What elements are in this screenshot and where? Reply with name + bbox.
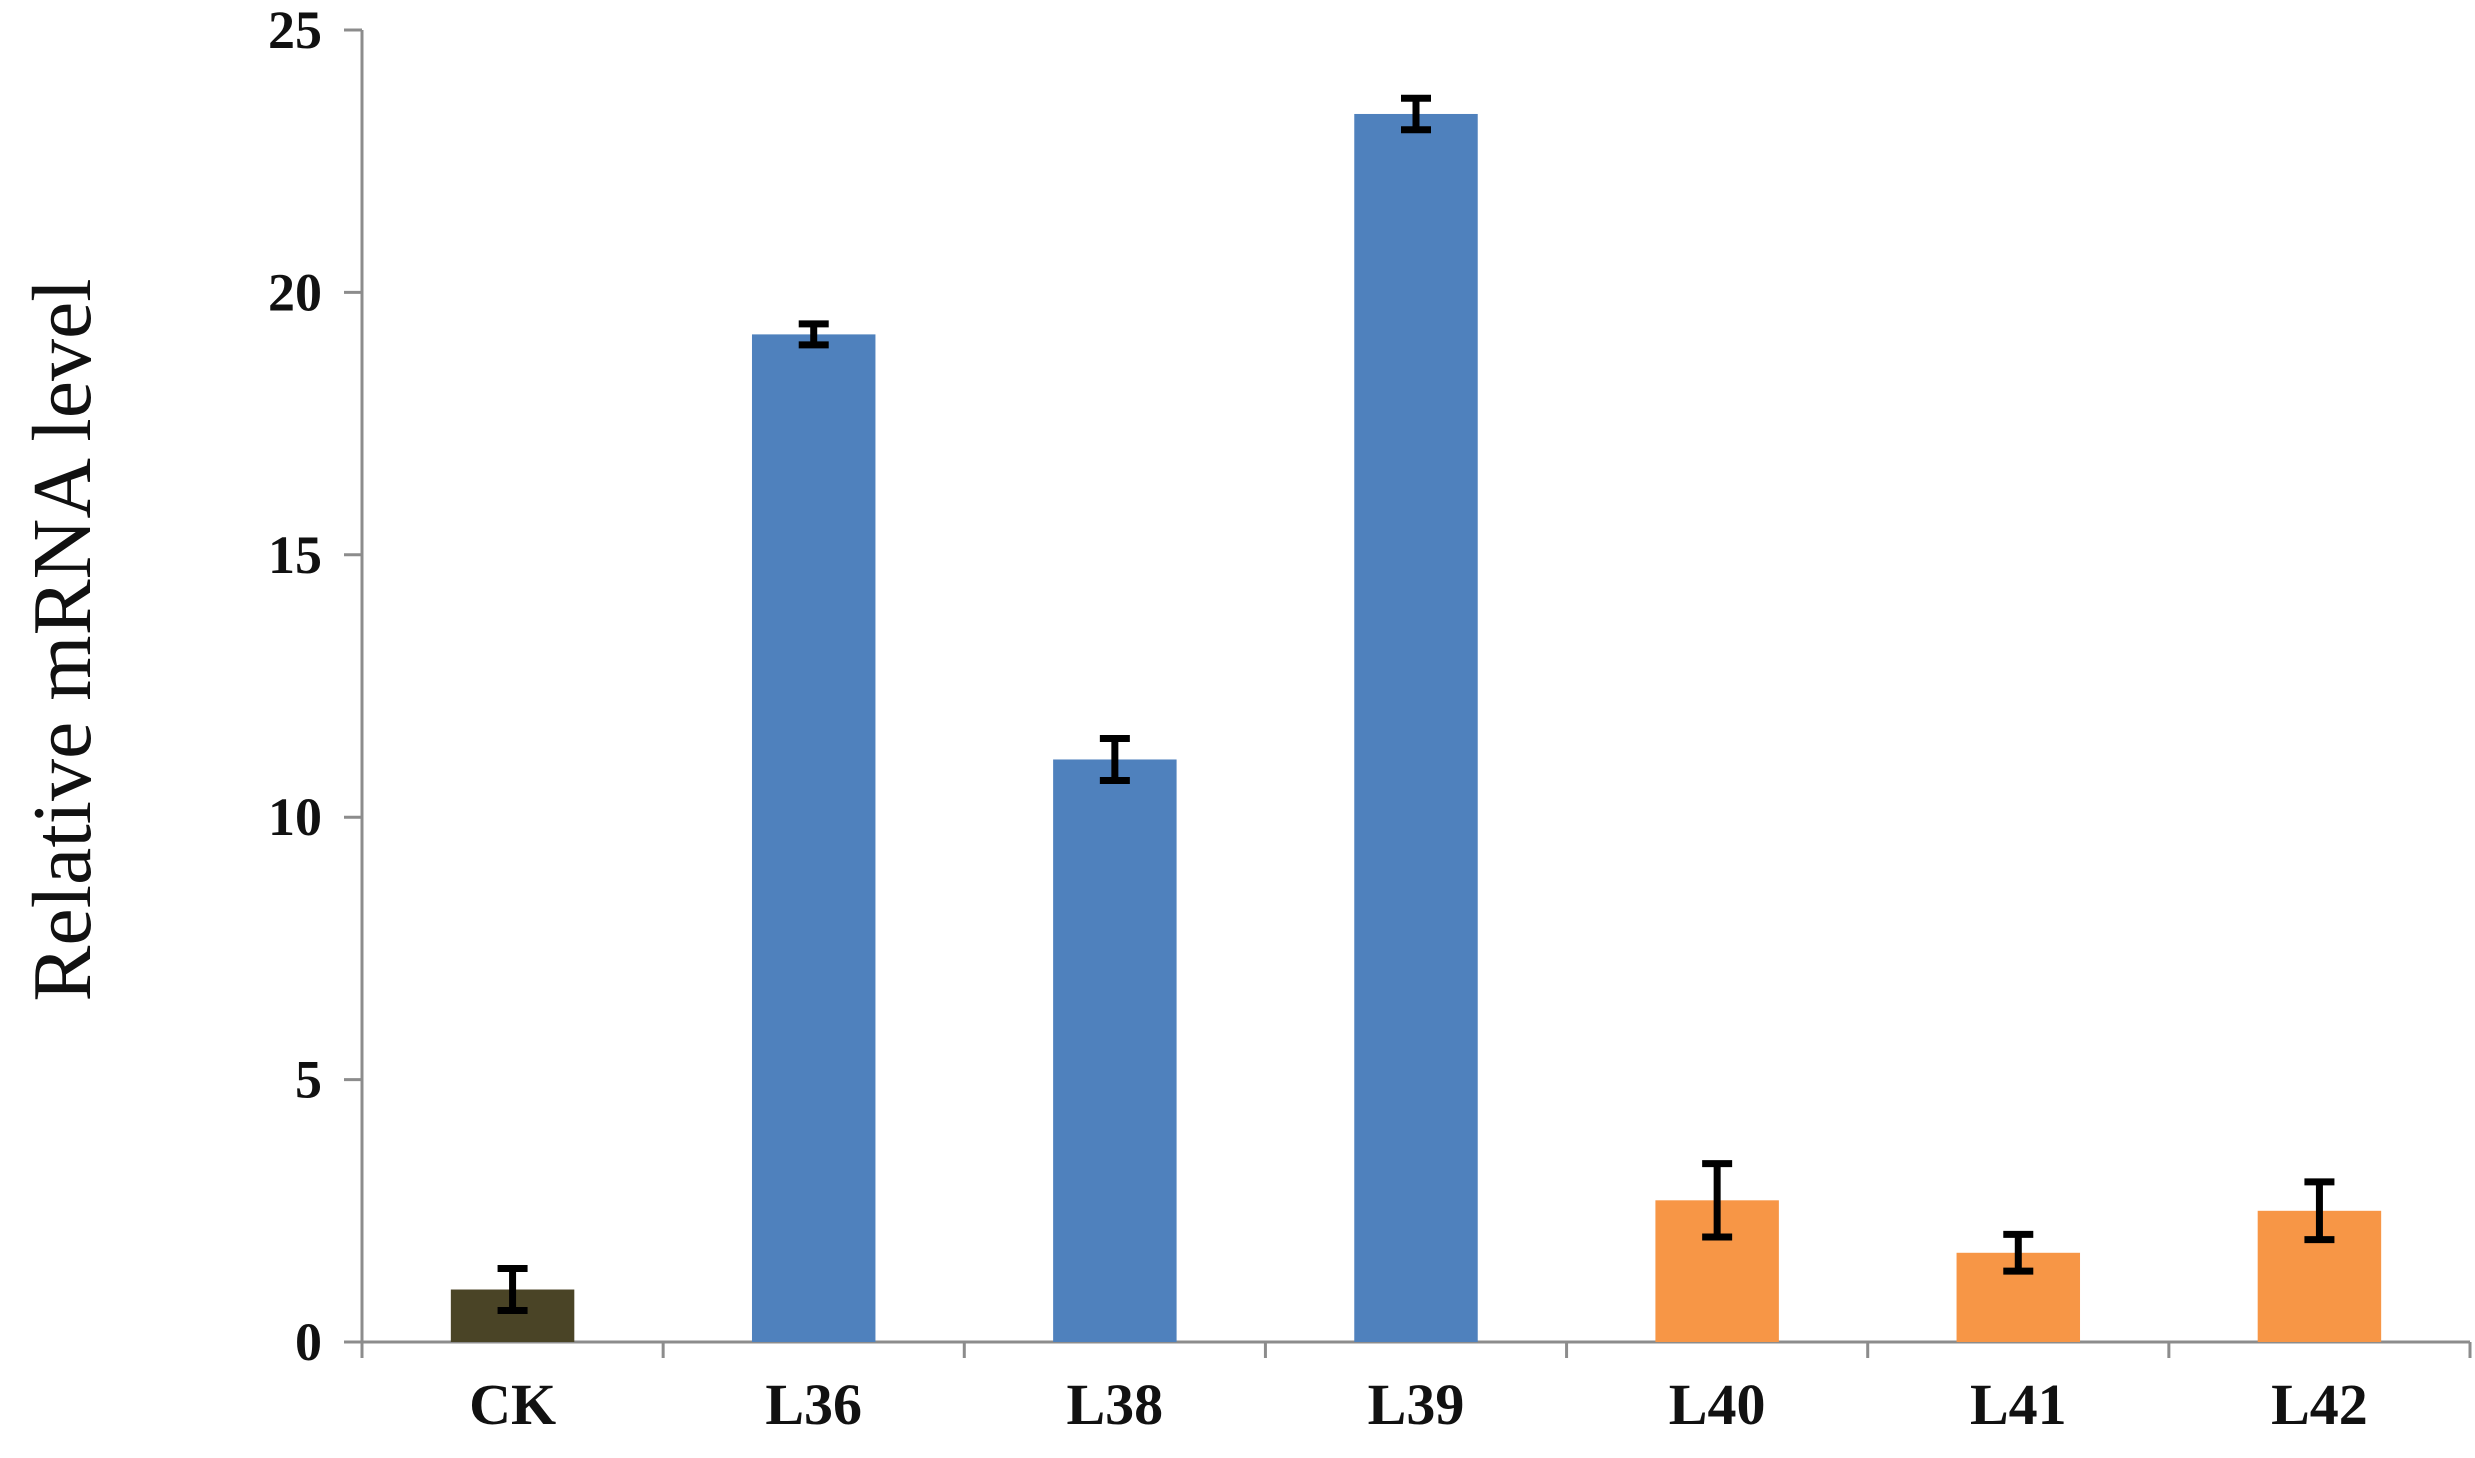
x-axis: CK L36 L38 L39 L40 L41 L42 <box>360 1340 2472 1437</box>
x-tick-label-l40: L40 <box>1669 1372 1766 1437</box>
error-bar-l42 <box>2304 1178 2335 1244</box>
y-tick-label: 20 <box>268 262 322 322</box>
bars <box>450 113 2382 1342</box>
error-bar-ck <box>497 1265 528 1315</box>
error-bar-l38 <box>1099 734 1130 784</box>
x-tick-label-l36: L36 <box>765 1372 862 1437</box>
error-bar-l36 <box>798 320 829 349</box>
y-axis: 0 5 10 15 20 25 <box>268 0 364 1372</box>
bar-l36 <box>751 334 876 1342</box>
y-tick-label: 5 <box>295 1050 322 1110</box>
bar-l39 <box>1354 113 1478 1342</box>
error-bars <box>497 94 2335 1315</box>
y-tick-label: 0 <box>295 1312 322 1372</box>
error-bar-l41 <box>2003 1230 2034 1275</box>
y-axis-title: Relative mRNA level <box>16 278 109 1001</box>
y-tick-label: 15 <box>268 525 322 585</box>
error-bar-l40 <box>1702 1160 1733 1241</box>
x-tick-label-ck: CK <box>469 1372 556 1437</box>
x-tick-label-l39: L39 <box>1368 1372 1465 1437</box>
x-tick-label-l41: L41 <box>1970 1372 2067 1437</box>
error-bar-l39 <box>1401 94 1431 134</box>
y-tick-label: 10 <box>268 787 322 847</box>
y-tick-label: 25 <box>268 0 322 60</box>
x-tick-label-l42: L42 <box>2271 1372 2368 1437</box>
x-tick-label-l38: L38 <box>1067 1372 1164 1437</box>
bar-l38 <box>1053 759 1177 1342</box>
